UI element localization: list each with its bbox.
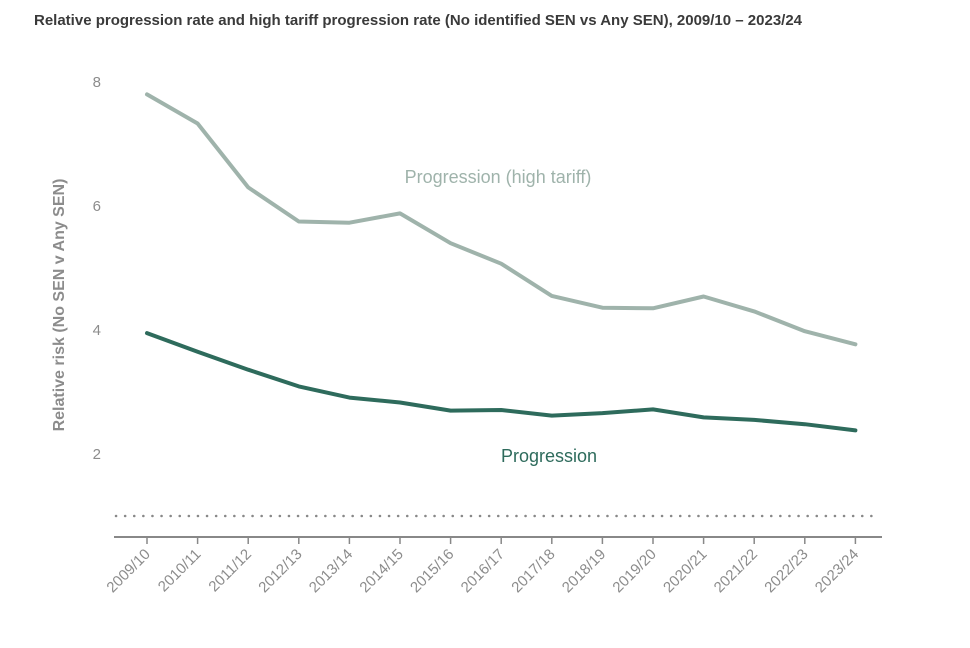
x-tick-label: 2019/20: [609, 546, 659, 596]
x-tick-label: 2017/18: [508, 546, 558, 596]
series-label-progression: Progression: [501, 446, 597, 466]
x-tick-label: 2009/10: [103, 546, 153, 596]
x-tick-label: 2018/19: [559, 546, 609, 596]
x-tick-label: 2013/14: [306, 546, 356, 596]
y-tick-label: 6: [93, 198, 101, 215]
series-labels: Progression (high tariff) Progression: [405, 167, 597, 466]
x-tick-label: 2011/12: [205, 546, 255, 596]
chart-title: Relative progression rate and high tarif…: [34, 12, 803, 29]
series-label-high-tariff: Progression (high tariff): [405, 167, 592, 187]
x-tick-label: 2021/22: [711, 546, 761, 596]
x-tick-label: 2020/21: [660, 546, 710, 596]
x-tick-label: 2014/15: [356, 546, 406, 596]
y-tick-label: 2: [93, 446, 101, 463]
y-tick-label: 8: [93, 74, 101, 91]
x-axis: 2009/10 2010/11 2011/12 2012/13 2013/14 2014/…: [103, 536, 882, 596]
y-axis-title: Relative risk (No SEN v Any SEN): [51, 179, 68, 432]
series-lines: [145, 92, 858, 433]
x-tick-label: 2016/17: [458, 546, 508, 596]
series-line-high-tariff: [145, 92, 858, 347]
y-axis-ticks: 8 6 4 2: [93, 74, 101, 463]
series-line-progression: [145, 331, 858, 433]
x-tick-label: 2012/13: [255, 546, 305, 596]
y-tick-label: 4: [93, 322, 101, 339]
x-tick-label: 2023/24: [812, 546, 862, 596]
x-tick-label: 2010/11: [155, 546, 205, 596]
x-tick-label: 2022/23: [761, 546, 811, 596]
x-tick-label: 2015/16: [407, 546, 457, 596]
